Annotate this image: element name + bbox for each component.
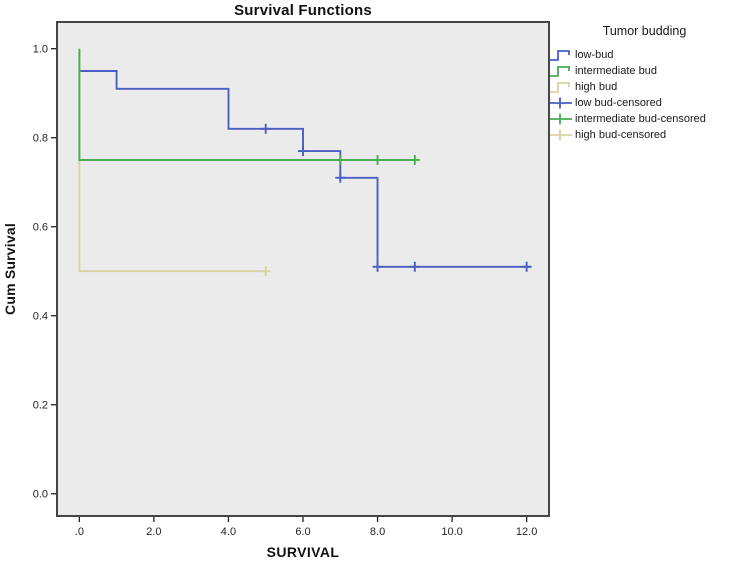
svg-text:.0: .0	[75, 526, 84, 538]
svg-text:0.8: 0.8	[33, 133, 48, 145]
low-bud-line-swatch-icon	[550, 50, 570, 61]
intermediate-bud-line-swatch-icon	[550, 66, 570, 77]
chart-title: Survival Functions	[234, 2, 372, 19]
series-intermediate-bud	[78, 48, 420, 165]
svg-text:0.4: 0.4	[33, 311, 48, 323]
svg-text:0.6: 0.6	[33, 222, 48, 234]
legend-item-label: intermediate bud-censored	[575, 113, 706, 125]
plot-area	[56, 21, 550, 517]
legend-item-label: low bud-censored	[575, 97, 662, 109]
svg-text:0.2: 0.2	[33, 400, 48, 412]
intermediate-bud-censored-swatch-icon	[550, 113, 572, 125]
svg-text:0.0: 0.0	[33, 489, 48, 501]
svg-text:12.0: 12.0	[516, 526, 537, 538]
legend-item-intermediate-bud: intermediate bud	[549, 63, 732, 79]
y-axis-title: Cum Survival	[2, 223, 18, 315]
svg-text:8.0: 8.0	[370, 526, 385, 538]
legend-item-label: low-bud	[575, 49, 614, 61]
legend-item-low-bud-censored: low bud-censored	[549, 95, 732, 111]
x-axis-ticks: .0 2.0 4.0 6.0 8.0 10.0 12.0	[75, 517, 537, 538]
legend-item-label: intermediate bud	[575, 65, 657, 77]
high-bud-censored-swatch-icon	[550, 129, 572, 141]
svg-text:2.0: 2.0	[146, 526, 161, 538]
svg-text:10.0: 10.0	[441, 526, 462, 538]
high-bud-line-swatch-icon	[550, 82, 570, 93]
legend-item-label: high bud-censored	[575, 129, 667, 141]
legend-item-label: high bud	[575, 81, 618, 93]
y-axis-ticks: 1.0 0.8 0.6 0.4 0.2 0.0	[33, 44, 56, 501]
low-bud-censored-swatch-icon	[550, 97, 572, 109]
svg-text:6.0: 6.0	[295, 526, 310, 538]
legend-item-intermediate-bud-censored: intermediate bud-censored	[549, 111, 732, 127]
x-axis-title: SURVIVAL	[266, 544, 340, 560]
legend-item-low-bud: low-bud	[549, 47, 732, 63]
svg-text:4.0: 4.0	[221, 526, 236, 538]
legend: Tumor budding low-bud intermediate bud h…	[549, 24, 732, 143]
legend-item-high-bud-censored: high bud-censored	[549, 127, 732, 143]
legend-title: Tumor budding	[602, 24, 687, 38]
legend-item-high-bud: high bud	[549, 79, 732, 95]
series-low-bud	[79, 70, 532, 272]
svg-text:1.0: 1.0	[33, 44, 48, 56]
